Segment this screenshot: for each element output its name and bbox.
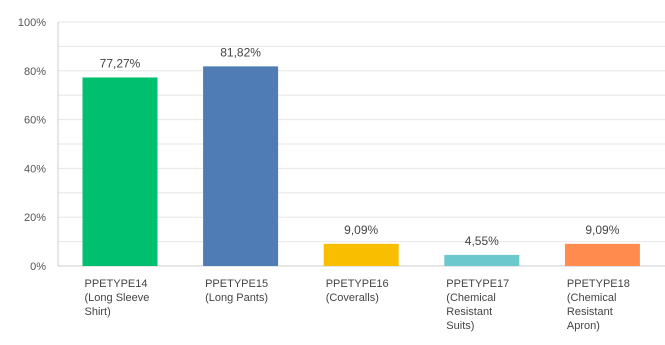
gridlines: [57, 21, 665, 267]
bar: [444, 254, 520, 266]
x-tick-label: PPETYPE18 (Chemical Resistant Apron): [567, 278, 630, 332]
bar: [203, 66, 279, 267]
bar: [82, 77, 158, 266]
data-labels: 77,27% 81,82% 9,09% 4,55% 9,09%: [100, 45, 620, 248]
data-label: 77,27%: [100, 56, 141, 70]
data-label: 81,82%: [220, 45, 261, 59]
y-tick-label: 100%: [18, 17, 46, 29]
x-tick-label: PPETYPE16 (Coveralls): [326, 278, 389, 304]
x-tick-label: PPETYPE17 (Chemical Resistant Suits): [446, 278, 509, 332]
y-tick-label: 0%: [30, 261, 46, 273]
x-tick-label: PPETYPE14 (Long Sleeve Shirt): [85, 278, 150, 318]
data-label: 4,55%: [465, 234, 499, 248]
bar: [323, 243, 399, 266]
bars: [82, 66, 640, 267]
bar: [564, 243, 640, 266]
y-tick-label: 60%: [24, 115, 46, 127]
x-tick-label: PPETYPE15 (Long Pants): [205, 278, 268, 304]
y-axis-ticks: 0% 20% 40% 60% 80% 100%: [18, 17, 46, 273]
y-tick-label: 20%: [24, 212, 46, 224]
y-tick-label: 40%: [24, 163, 46, 175]
y-tick-label: 80%: [24, 66, 46, 78]
x-axis-labels: PPETYPE14 (Long Sleeve Shirt) PPETYPE15 (Lon…: [85, 278, 630, 332]
data-label: 9,09%: [585, 223, 619, 237]
data-label: 9,09%: [344, 223, 378, 237]
